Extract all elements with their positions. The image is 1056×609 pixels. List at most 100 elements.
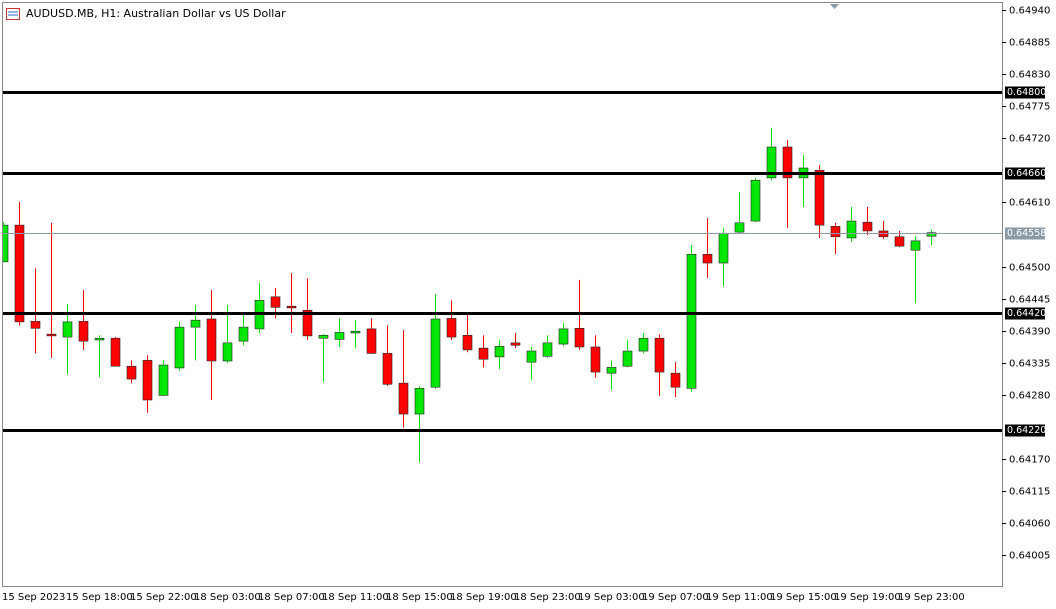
candle-body xyxy=(542,342,553,357)
candle-body xyxy=(750,179,761,222)
y-tick-label: 0.64775 xyxy=(1009,102,1050,113)
y-tick-label: 0.64720 xyxy=(1009,134,1050,145)
candle-body xyxy=(606,367,617,374)
candle-body xyxy=(654,337,665,373)
candle-body xyxy=(270,296,281,308)
level-label-box xyxy=(1005,424,1045,437)
level-label-box xyxy=(1005,86,1045,99)
x-tick-label: 19 Sep 23:00 xyxy=(898,592,965,603)
candle-body xyxy=(478,347,489,360)
candle-body xyxy=(590,346,601,373)
y-tick-label: 0.64445 xyxy=(1009,295,1050,306)
candle-body xyxy=(174,326,185,369)
candle-body xyxy=(3,224,9,263)
candle-body xyxy=(686,253,697,389)
candle-body xyxy=(366,328,377,354)
candle-body xyxy=(462,335,473,351)
scroll-marker xyxy=(830,4,839,9)
y-tick-label: 0.64335 xyxy=(1009,359,1050,370)
candle-body xyxy=(126,365,137,380)
x-tick-label: 19 Sep 19:00 xyxy=(834,592,901,603)
level-label-box xyxy=(1005,307,1045,320)
y-tick-label: 0.64390 xyxy=(1009,327,1050,338)
candle-body xyxy=(846,220,857,239)
y-tick-label: 0.64005 xyxy=(1009,551,1050,562)
candle-body xyxy=(302,309,313,337)
candle-body xyxy=(766,146,777,179)
current-price-box xyxy=(1005,227,1045,240)
candle-body xyxy=(206,318,217,362)
candle-body xyxy=(670,372,681,388)
candle-body xyxy=(190,319,201,328)
candle-body xyxy=(350,330,361,334)
candle-body xyxy=(142,360,153,401)
candle-body xyxy=(830,225,841,238)
y-tick-label: 0.64940 xyxy=(1009,6,1050,17)
candle-body xyxy=(862,221,873,232)
candle-body xyxy=(158,364,169,396)
level-label: 0.64420 xyxy=(1007,308,1046,319)
candle-body xyxy=(14,224,25,323)
candle-body xyxy=(702,253,713,264)
candle-body xyxy=(446,318,457,338)
y-tick-label: 0.64500 xyxy=(1009,263,1050,274)
candle-body xyxy=(30,321,41,329)
candle-body xyxy=(814,170,825,226)
y-tick-label: 0.64885 xyxy=(1009,38,1050,49)
candle-body xyxy=(926,232,937,237)
candle-body xyxy=(574,328,585,348)
x-tick-label: 19 Sep 11:00 xyxy=(706,592,773,603)
candle-body xyxy=(318,335,329,339)
x-tick-label: 18 Sep 07:00 xyxy=(258,592,325,603)
candle-body xyxy=(222,342,233,362)
y-tick-label: 0.64170 xyxy=(1009,455,1050,466)
y-tick-label: 0.64115 xyxy=(1009,487,1050,498)
x-tick-label: 15 Sep 2023 xyxy=(2,592,65,603)
y-tick-label: 0.64610 xyxy=(1009,198,1050,209)
candle-body xyxy=(62,321,73,338)
x-tick-label: 18 Sep 23:00 xyxy=(514,592,581,603)
x-tick-label: 18 Sep 11:00 xyxy=(322,592,389,603)
x-tick-label: 19 Sep 07:00 xyxy=(642,592,709,603)
plot-frame xyxy=(2,2,1003,587)
candle-body xyxy=(734,222,745,233)
candle-body xyxy=(910,240,921,251)
x-tick-label: 18 Sep 19:00 xyxy=(450,592,517,603)
candle-body xyxy=(414,388,425,415)
candle-body xyxy=(238,326,249,342)
x-tick-label: 15 Sep 22:00 xyxy=(130,592,197,603)
y-tick-label: 0.64060 xyxy=(1009,519,1050,530)
candle-body xyxy=(638,337,649,352)
symbol-icon xyxy=(6,8,20,20)
candle-body xyxy=(622,350,633,367)
x-tick-label: 18 Sep 03:00 xyxy=(194,592,261,603)
candle-body xyxy=(718,232,729,264)
candle-body xyxy=(430,318,441,388)
x-tick-label: 18 Sep 15:00 xyxy=(386,592,453,603)
candle-body xyxy=(78,321,89,342)
candle-body xyxy=(782,146,793,179)
x-tick-label: 19 Sep 03:00 xyxy=(578,592,645,603)
chart-title: AUDUSD.MB, H1: Australian Dollar vs US D… xyxy=(26,7,286,20)
candle-body xyxy=(334,332,345,340)
level-label: 0.64800 xyxy=(1007,87,1046,98)
candle-body xyxy=(94,337,105,341)
level-label: 0.64660 xyxy=(1007,168,1046,179)
candle-body xyxy=(558,328,569,345)
y-tick-label: 0.64280 xyxy=(1009,391,1050,402)
x-tick-label: 15 Sep 18:00 xyxy=(66,592,133,603)
candle-body xyxy=(398,382,409,415)
candle-body xyxy=(382,353,393,385)
x-tick-label: 19 Sep 15:00 xyxy=(770,592,837,603)
y-tick-label: 0.64830 xyxy=(1009,70,1050,81)
candle-body xyxy=(894,236,905,247)
candle-body xyxy=(46,333,57,337)
candle-body xyxy=(526,350,537,363)
candle-body xyxy=(286,305,297,309)
candle-body xyxy=(110,337,121,367)
candle-body xyxy=(510,342,521,346)
candle-body xyxy=(494,346,505,358)
current-price-label: 0.64558 xyxy=(1007,228,1046,239)
